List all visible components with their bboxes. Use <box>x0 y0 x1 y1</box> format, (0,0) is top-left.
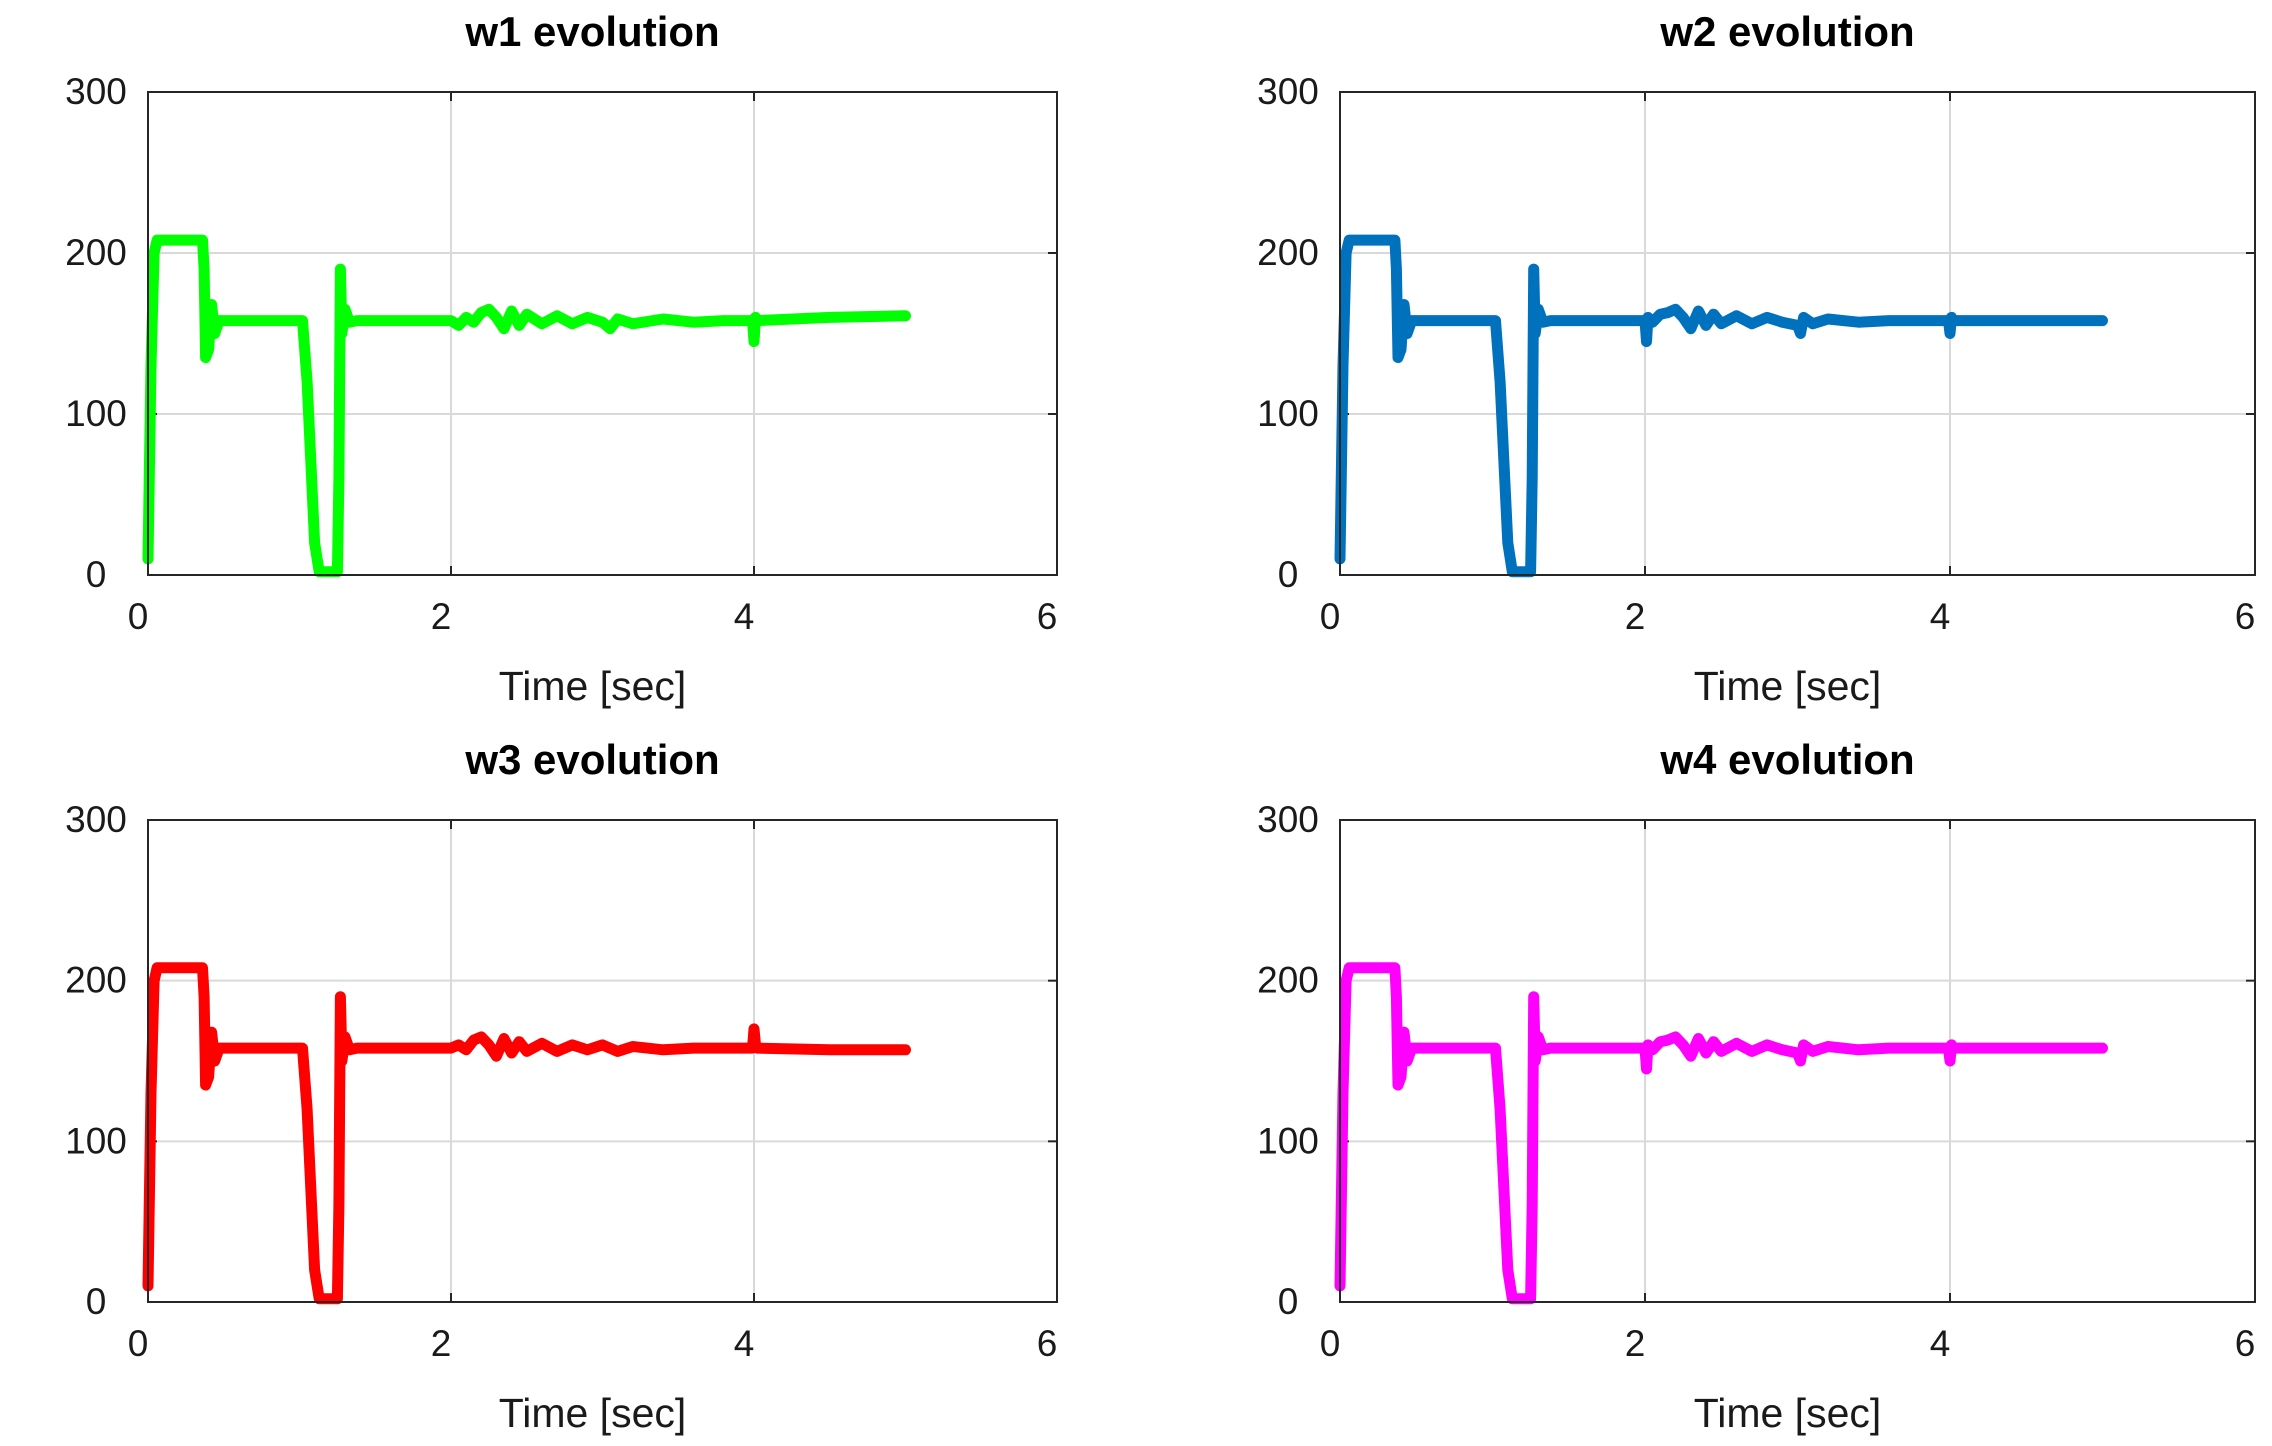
y-tick-label: 200 <box>1257 960 1319 1001</box>
x-axis-label-2: Time [sec] <box>1694 663 1882 709</box>
x-tick-label: 4 <box>734 596 755 637</box>
x-tick-label: 4 <box>1930 596 1951 637</box>
series-line-w2 <box>1334 234 2108 578</box>
chart-title-1: w1 evolution <box>464 8 719 55</box>
x-tick-label: 0 <box>128 596 149 637</box>
x-tick-label: 0 <box>1320 596 1341 637</box>
y-tick-label: 100 <box>1257 1120 1319 1161</box>
plot-area-1 <box>148 92 1057 575</box>
x-tick-label: 6 <box>2235 596 2256 637</box>
x-tick-label: 2 <box>1625 1323 1646 1364</box>
subplot-3: 0 2 4 6 0 100 200 300 w3 evolution Time [sec] <box>65 736 1058 1436</box>
x-axis-label-1: Time [sec] <box>499 663 687 709</box>
x-tick-label: 2 <box>431 1323 452 1364</box>
x-tick-label: 0 <box>128 1323 149 1364</box>
series-line-w4 <box>1334 962 2108 1305</box>
plot-area-3 <box>148 820 1057 1302</box>
x-tick-label: 4 <box>734 1323 755 1364</box>
y-tick-label: 0 <box>86 554 107 595</box>
subplot-1: 0 2 4 6 0 100 200 300 w1 evolution Time [sec] <box>65 8 1058 709</box>
y-tick-label: 0 <box>1278 1281 1299 1322</box>
y-tick-label: 200 <box>65 960 127 1001</box>
series-line-w3 <box>142 962 911 1305</box>
y-tick-label: 200 <box>1257 232 1319 273</box>
y-tick-label: 300 <box>1257 799 1319 840</box>
x-axis-label-3: Time [sec] <box>499 1390 687 1436</box>
x-axis-label-4: Time [sec] <box>1694 1390 1882 1436</box>
subplot-4: 0 2 4 6 0 100 200 300 w4 evolution Time [sec] <box>1257 736 2256 1436</box>
axes-frame-4 <box>1339 819 2256 1303</box>
axes-frame-1 <box>147 91 1058 576</box>
y-tick-label: 300 <box>65 799 127 840</box>
y-tick-label: 100 <box>65 1120 127 1161</box>
x-tick-label: 2 <box>1625 596 1646 637</box>
x-tick-label: 6 <box>1037 596 1058 637</box>
axes-frame-2 <box>1339 91 2256 576</box>
x-tick-label: 2 <box>431 596 452 637</box>
y-tick-label: 300 <box>1257 71 1319 112</box>
y-tick-label: 200 <box>65 232 127 273</box>
y-tick-label: 100 <box>1257 393 1319 434</box>
subplot-2: 0 2 4 6 0 100 200 300 w2 evolution Time [sec] <box>1257 8 2256 709</box>
y-tick-label: 0 <box>1278 554 1299 595</box>
series-line-w1 <box>142 234 911 578</box>
x-tick-label: 6 <box>2235 1323 2256 1364</box>
axes-frame-3 <box>147 819 1058 1303</box>
y-tick-label: 0 <box>86 1281 107 1322</box>
x-tick-label: 6 <box>1037 1323 1058 1364</box>
x-tick-label: 0 <box>1320 1323 1341 1364</box>
chart-title-3: w3 evolution <box>464 736 719 783</box>
chart-title-4: w4 evolution <box>1659 736 1914 783</box>
chart-title-2: w2 evolution <box>1659 8 1914 55</box>
x-tick-label: 4 <box>1930 1323 1951 1364</box>
y-tick-label: 300 <box>65 71 127 112</box>
y-tick-label: 100 <box>65 393 127 434</box>
